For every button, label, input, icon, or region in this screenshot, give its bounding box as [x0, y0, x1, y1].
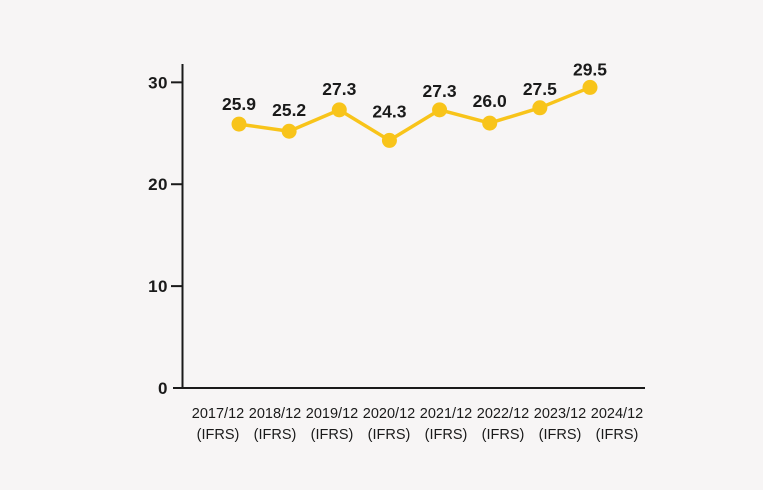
x-axis-label-period: 2019/12: [306, 406, 358, 422]
x-axis-label-standard: (IFRS): [254, 427, 297, 443]
data-point-marker: [231, 116, 247, 132]
x-axis-label-period: 2022/12: [477, 406, 529, 422]
y-axis-tick-label: 0: [158, 379, 168, 398]
y-axis-tick-label: 10: [148, 277, 168, 296]
data-point-marker: [582, 79, 598, 95]
x-axis-label-period: 2023/12: [534, 406, 586, 422]
data-point-value-label: 29.5: [573, 59, 607, 79]
x-axis-label-period: 2021/12: [420, 406, 472, 422]
data-point-value-label: 24.3: [372, 101, 406, 121]
line-series-path: [237, 85, 592, 143]
data-point-value-label: 25.9: [222, 94, 256, 114]
x-axis-label-period: 2024/12: [591, 406, 643, 422]
data-point-marker: [331, 102, 347, 118]
y-axis-tick-label: 30: [148, 73, 168, 92]
data-point-value-label: 25.2: [272, 100, 306, 120]
data-point-marker: [432, 102, 448, 118]
data-point-marker: [281, 123, 297, 139]
x-axis-label-standard: (IFRS): [596, 427, 639, 443]
x-axis-label-standard: (IFRS): [311, 427, 354, 443]
data-point-value-label: 27.5: [523, 79, 557, 99]
x-axis-label-standard: (IFRS): [197, 427, 240, 443]
x-axis-label-standard: (IFRS): [539, 427, 582, 443]
data-point-value-label: 27.3: [423, 81, 457, 101]
y-axis-tick-label: 20: [148, 175, 168, 194]
data-point-value-label: 26.0: [473, 91, 507, 111]
x-axis-label-period: 2020/12: [363, 406, 415, 422]
x-axis-label-period: 2018/12: [249, 406, 301, 422]
x-axis-label-standard: (IFRS): [425, 427, 468, 443]
data-point-marker: [381, 132, 397, 148]
data-point-value-label: 27.3: [322, 79, 356, 99]
data-point-marker: [532, 100, 548, 116]
x-axis-label-standard: (IFRS): [482, 427, 525, 443]
data-point-marker: [482, 115, 498, 131]
x-axis-label-standard: (IFRS): [368, 427, 411, 443]
x-axis-label-period: 2017/12: [192, 406, 244, 422]
